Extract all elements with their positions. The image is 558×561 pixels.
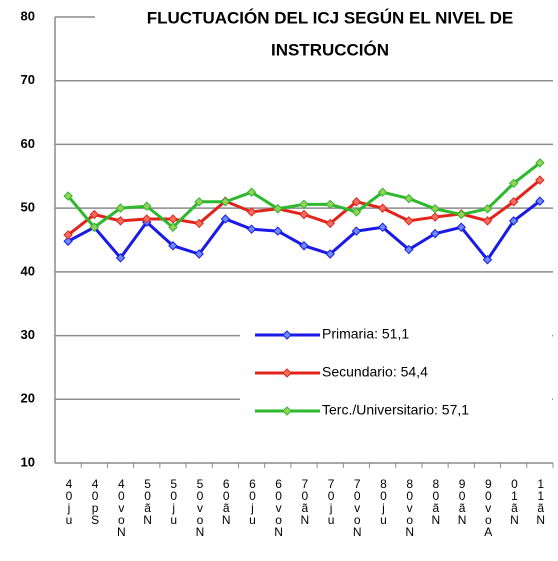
y-tick-label: 30 bbox=[21, 327, 35, 342]
x-tick-label: 80ju bbox=[376, 477, 390, 525]
point bbox=[430, 228, 440, 239]
point bbox=[535, 158, 545, 168]
x-tick-label: 50ãN bbox=[141, 477, 155, 525]
point bbox=[220, 197, 231, 207]
y-tick-label: 70 bbox=[21, 72, 35, 87]
point bbox=[430, 204, 440, 214]
point bbox=[168, 214, 178, 224]
x-tick-label: 70ãN bbox=[298, 477, 312, 525]
x-tick-label: 40voN bbox=[114, 477, 128, 537]
x-tick-label: 90voA bbox=[481, 477, 495, 537]
x-tick-label: 80voN bbox=[403, 477, 417, 537]
point bbox=[273, 226, 283, 236]
point bbox=[63, 236, 73, 246]
point bbox=[194, 249, 204, 259]
point bbox=[377, 203, 388, 213]
x-tick-label: 60ju bbox=[245, 477, 259, 525]
point bbox=[115, 253, 126, 263]
point bbox=[246, 187, 257, 197]
x-tick-label: 50ju bbox=[167, 477, 181, 525]
point bbox=[299, 199, 309, 210]
y-tick-label: 60 bbox=[21, 136, 35, 151]
x-tick-label: 50voN bbox=[193, 477, 207, 537]
point bbox=[168, 222, 178, 232]
legend-marker bbox=[282, 406, 292, 416]
point bbox=[194, 197, 204, 207]
x-tick-label: 80ãN bbox=[429, 477, 443, 525]
y-tick-label: 40 bbox=[21, 263, 35, 278]
point bbox=[325, 249, 335, 259]
point bbox=[351, 207, 362, 217]
point bbox=[404, 216, 414, 226]
chart-title: INSTRUCCIÓN bbox=[271, 40, 389, 59]
point bbox=[456, 209, 466, 220]
title-bg bbox=[95, 2, 555, 72]
x-tick-label: 60ãN bbox=[219, 477, 233, 525]
y-tick-label: 50 bbox=[21, 200, 35, 215]
point bbox=[63, 191, 73, 201]
y-tick-label: 20 bbox=[21, 391, 35, 406]
point bbox=[351, 226, 362, 236]
point bbox=[89, 209, 100, 220]
y-tick-label: 80 bbox=[21, 8, 35, 23]
x-tick-label: 01ãN bbox=[508, 477, 522, 525]
point bbox=[482, 216, 493, 226]
point bbox=[377, 222, 388, 232]
y-tick-label: 10 bbox=[21, 454, 35, 469]
point bbox=[194, 218, 204, 229]
point bbox=[299, 209, 309, 220]
legend-label: Terc./Universitario: 57,1 bbox=[322, 402, 469, 418]
point bbox=[508, 197, 519, 207]
point bbox=[115, 216, 126, 226]
point bbox=[299, 241, 309, 251]
point bbox=[115, 203, 126, 213]
point bbox=[246, 207, 257, 217]
point bbox=[89, 222, 100, 232]
point bbox=[220, 214, 231, 224]
chart-title: FLUCTUACIÓN DEL ICJ SEGÚN EL NIVEL DE bbox=[147, 8, 514, 27]
point bbox=[325, 199, 335, 210]
legend-marker bbox=[282, 330, 292, 340]
point bbox=[456, 222, 466, 232]
legend-marker bbox=[282, 368, 292, 378]
point bbox=[404, 193, 414, 204]
point bbox=[535, 175, 545, 185]
point bbox=[142, 201, 152, 211]
point bbox=[63, 230, 73, 240]
point bbox=[246, 224, 257, 234]
x-tick-label: 40ju bbox=[62, 477, 76, 525]
point bbox=[351, 197, 362, 207]
point bbox=[508, 178, 519, 189]
point bbox=[325, 218, 335, 229]
point bbox=[508, 216, 519, 226]
point bbox=[168, 241, 178, 251]
x-tick-label: 90ãN bbox=[455, 477, 469, 525]
point bbox=[482, 255, 493, 265]
x-tick-label: 70ju bbox=[324, 477, 338, 525]
point bbox=[535, 196, 545, 206]
point bbox=[377, 187, 388, 197]
point bbox=[430, 212, 440, 222]
point bbox=[142, 214, 152, 224]
legend-label: Primaria: 51,1 bbox=[322, 326, 409, 342]
point bbox=[404, 244, 414, 255]
x-tick-label: 60voN bbox=[272, 477, 286, 537]
legend-label: Secundario: 54,4 bbox=[322, 364, 428, 380]
point bbox=[482, 204, 493, 214]
point bbox=[273, 204, 283, 214]
x-tick-label: 11ãN bbox=[534, 477, 548, 525]
x-tick-label: 70voN bbox=[350, 477, 364, 537]
x-tick-label: 40pS bbox=[88, 477, 102, 525]
